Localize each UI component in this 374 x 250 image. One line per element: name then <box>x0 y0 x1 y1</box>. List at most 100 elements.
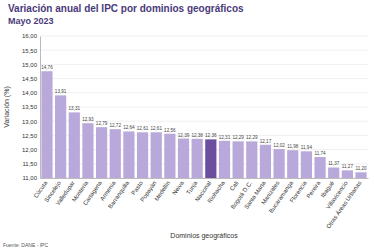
x-tick-label: Tunja <box>185 179 199 195</box>
x-tick-label: Otras Áreas Urbanas <box>325 180 362 230</box>
source: Fuente: DANE - IPC <box>3 242 48 248</box>
title: Variación anual del IPC por dominios geo… <box>8 3 244 14</box>
data-label: 11,94 <box>301 145 313 150</box>
x-tick: Pereira <box>305 178 321 199</box>
y-tick-label: 15,00 <box>22 62 38 68</box>
x-tick: Medellín <box>153 178 171 202</box>
x-tick: Valledupar <box>55 178 76 207</box>
x-tick-label: Barranquilla <box>107 179 131 209</box>
data-label: 12,17 <box>260 139 272 144</box>
x-tick: Neiva <box>171 178 185 196</box>
data-label: 12,31 <box>219 135 231 140</box>
bar <box>301 151 312 178</box>
x-tick-label: Cartagena <box>82 179 103 206</box>
grid-line <box>40 36 368 37</box>
bar <box>192 139 203 178</box>
data-label: 14,76 <box>41 65 53 70</box>
bar <box>328 167 339 178</box>
y-axis: 11,00 11,50 12,00 12,50 13,00 13,50 14,00 14,50… <box>22 33 41 181</box>
y-tick-label: 14,00 <box>22 90 38 96</box>
x-tick: Cali <box>229 178 240 192</box>
x-tick-label: Neiva <box>171 179 185 196</box>
bar <box>55 95 66 178</box>
bar <box>233 141 244 178</box>
y-axis-title: Variación (%) <box>3 86 11 128</box>
y-tick-label: 15,50 <box>22 48 38 54</box>
bar <box>287 150 298 178</box>
grid-line <box>40 92 368 93</box>
bar <box>151 132 162 178</box>
data-label: 11,27 <box>342 164 354 169</box>
x-tick: Florencia <box>289 178 308 204</box>
x-tick-label: Riohacha <box>206 179 226 204</box>
data-label: 11,74 <box>314 151 326 156</box>
y-tick: 14,50 <box>22 76 40 82</box>
bar <box>355 172 366 178</box>
y-tick: 16,00 <box>22 33 40 39</box>
y-tick-label: 11,50 <box>22 161 37 167</box>
bar <box>274 149 285 178</box>
bars <box>41 71 366 178</box>
y-tick: 11,00 <box>22 175 40 181</box>
y-tick: 12,50 <box>22 133 40 139</box>
grid-line <box>40 50 368 51</box>
bar <box>178 139 189 178</box>
data-label: 11,98 <box>287 144 299 149</box>
data-label: 12,93 <box>82 117 94 122</box>
grid-line <box>40 64 368 65</box>
grid-line <box>40 107 368 108</box>
data-label: 13,31 <box>69 106 81 111</box>
data-label: 12,79 <box>96 121 108 126</box>
y-tick: 13,50 <box>22 104 40 110</box>
y-tick-label: 13,00 <box>22 119 38 125</box>
y-tick: 13,00 <box>22 119 40 125</box>
y-tick: 14,00 <box>22 90 40 96</box>
y-tick: 11,50 <box>22 161 40 167</box>
data-label: 12,64 <box>123 125 135 130</box>
data-label: 12,61 <box>150 126 162 131</box>
data-label: 12,56 <box>164 128 176 133</box>
data-label: 12,38 <box>191 133 203 138</box>
y-tick-label: 16,00 <box>22 33 38 39</box>
x-tick: Cartagena <box>82 178 103 206</box>
data-label: 12,36 <box>205 133 217 138</box>
y-tick-label: 11,00 <box>22 175 37 181</box>
data-label: 12,02 <box>273 143 285 148</box>
y-axis-line <box>40 37 41 179</box>
x-tick: Otras Áreas Urbanas <box>325 178 362 230</box>
bar <box>96 127 107 178</box>
y-tick: 15,00 <box>22 62 40 68</box>
x-tick-label: Cali <box>229 180 240 192</box>
x-tick: Tunja <box>185 178 199 196</box>
bar <box>82 123 93 178</box>
bar <box>342 170 353 178</box>
plot: 11,00 11,50 12,00 12,50 13,00 13,50 14,00 14,50… <box>22 33 369 229</box>
data-label: 13,91 <box>55 89 67 94</box>
x-axis-line <box>41 178 369 179</box>
data-label: 12,39 <box>178 133 190 138</box>
x-tick-label: Valledupar <box>55 180 76 207</box>
bar <box>69 112 80 178</box>
bar <box>137 132 148 178</box>
y-tick-label: 12,00 <box>22 147 38 153</box>
data-label: 11,37 <box>328 161 340 166</box>
bar <box>164 134 175 178</box>
bar <box>205 139 216 178</box>
y-tick: 12,00 <box>22 147 40 153</box>
y-tick-label: 13,50 <box>22 104 38 110</box>
bar <box>260 145 271 178</box>
data-label: 12,61 <box>137 126 149 131</box>
data-label: 11,20 <box>355 166 367 171</box>
x-tick-label: Pereira <box>305 179 321 199</box>
y-tick-label: 12,50 <box>22 133 38 139</box>
x-tick: Barranquilla <box>107 178 131 210</box>
bar <box>219 141 230 178</box>
data-label: 12,29 <box>246 135 258 140</box>
data-labels: 14,7613,9113,3112,9312,7912,7212,6412,61… <box>41 65 367 171</box>
x-tick: Riohacha <box>206 178 226 204</box>
x-axis-title: Dominios geográficos <box>170 232 238 240</box>
bar <box>110 129 121 178</box>
grid <box>40 36 368 178</box>
x-tick-label: Medellín <box>153 180 171 202</box>
subtitle: Mayo 2023 <box>8 16 54 26</box>
